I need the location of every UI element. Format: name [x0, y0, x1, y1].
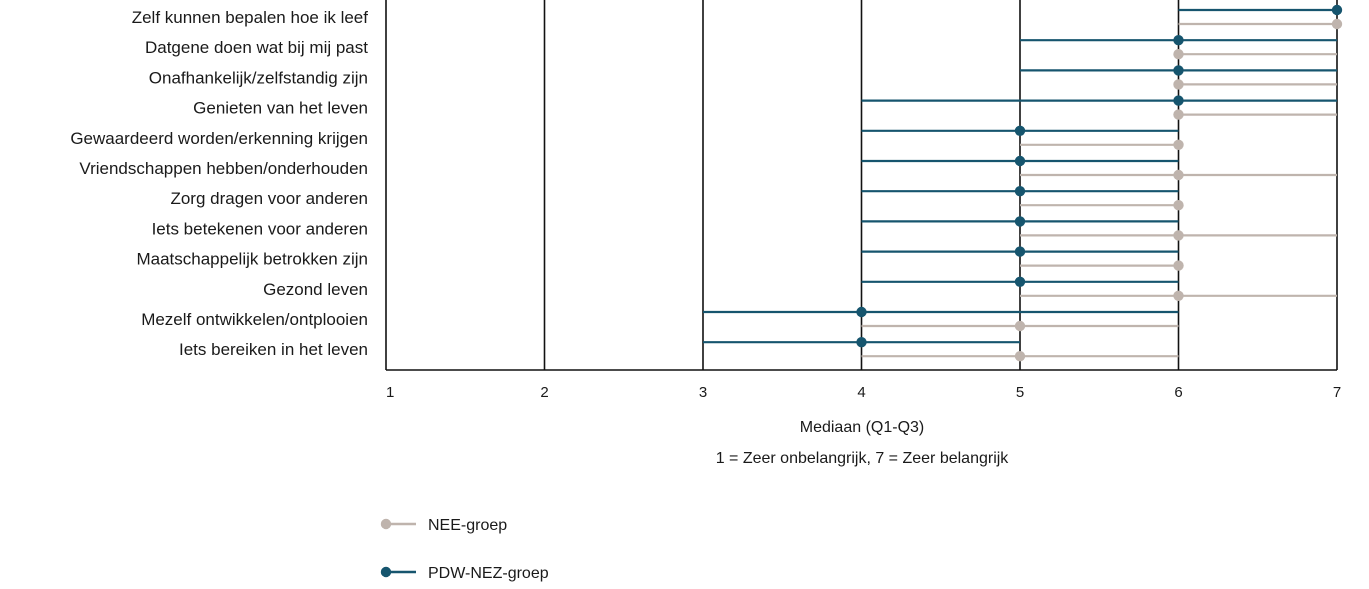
- x-tick-label: 7: [1333, 384, 1341, 401]
- x-tick-labels: 1 2 3 4 5 6 7: [386, 384, 1341, 401]
- range-lines: [703, 4, 1343, 362]
- median-point: [1173, 95, 1184, 106]
- category-label: Gewaardeerd worden/erkenning krijgen: [70, 129, 368, 148]
- category-label: Iets bereiken in het leven: [179, 340, 368, 359]
- category-label: Zelf kunnen bepalen hoe ik leef: [132, 8, 369, 27]
- median-point: [1014, 186, 1026, 197]
- median-point: [1014, 246, 1026, 257]
- median-point: [1014, 276, 1026, 287]
- median-point: [1014, 216, 1026, 227]
- category-label: Maatschappelijk betrokken zijn: [136, 250, 368, 269]
- category-label: Mezelf ontwikkelen/ontplooien: [141, 310, 368, 329]
- legend-label: PDW-NEZ-groep: [428, 565, 549, 582]
- median-point: [1173, 139, 1184, 150]
- x-tick-label: 4: [857, 384, 865, 401]
- median-point: [1014, 351, 1026, 362]
- x-tick-label: 5: [1016, 384, 1024, 401]
- category-label: Iets betekenen voor anderen: [152, 219, 368, 238]
- legend-dot-icon: [380, 566, 392, 578]
- median-point: [1173, 169, 1184, 181]
- legend-item: PDW-NEZ-groep: [380, 565, 549, 582]
- median-point: [1173, 65, 1184, 76]
- x-tick-label: 6: [1174, 384, 1182, 401]
- median-point: [1331, 4, 1343, 16]
- x-tick-label: 2: [540, 384, 548, 401]
- grid-lines: [385, 0, 1338, 371]
- category-label: Gezond leven: [263, 280, 368, 299]
- legend-label: NEE-groep: [428, 517, 507, 534]
- category-label: Onafhankelijk/zelfstandig zijn: [149, 68, 368, 87]
- x-tick-label: 1: [386, 384, 394, 401]
- legend: NEE-groep PDW-NEZ-groep: [380, 517, 549, 582]
- median-point: [1014, 125, 1026, 136]
- x-axis-subtitle: 1 = Zeer onbelangrijk, 7 = Zeer belangri…: [716, 450, 1010, 467]
- median-point: [1173, 79, 1184, 90]
- median-point: [856, 306, 867, 318]
- category-label: Genieten van het leven: [193, 99, 368, 118]
- category-label: Datgene doen wat bij mij past: [145, 38, 368, 57]
- median-point: [1014, 320, 1026, 332]
- median-point: [856, 337, 867, 348]
- category-labels: Zelf kunnen bepalen hoe ik leef Datgene d…: [70, 8, 368, 359]
- median-point: [1331, 18, 1343, 30]
- median-point: [1173, 260, 1184, 271]
- median-point: [1173, 200, 1184, 211]
- median-point: [1173, 109, 1184, 120]
- legend-dot-icon: [380, 518, 392, 530]
- category-label: Zorg dragen voor anderen: [170, 189, 368, 208]
- x-tick-label: 3: [699, 384, 707, 401]
- median-point: [1014, 155, 1026, 167]
- x-axis-title: Mediaan (Q1-Q3): [800, 419, 925, 436]
- category-label: Vriendschappen hebben/onderhouden: [79, 159, 368, 178]
- legend-item: NEE-groep: [380, 517, 507, 534]
- median-point: [1173, 290, 1184, 301]
- median-point: [1173, 230, 1184, 241]
- median-point: [1173, 49, 1184, 60]
- median-point: [1173, 35, 1184, 46]
